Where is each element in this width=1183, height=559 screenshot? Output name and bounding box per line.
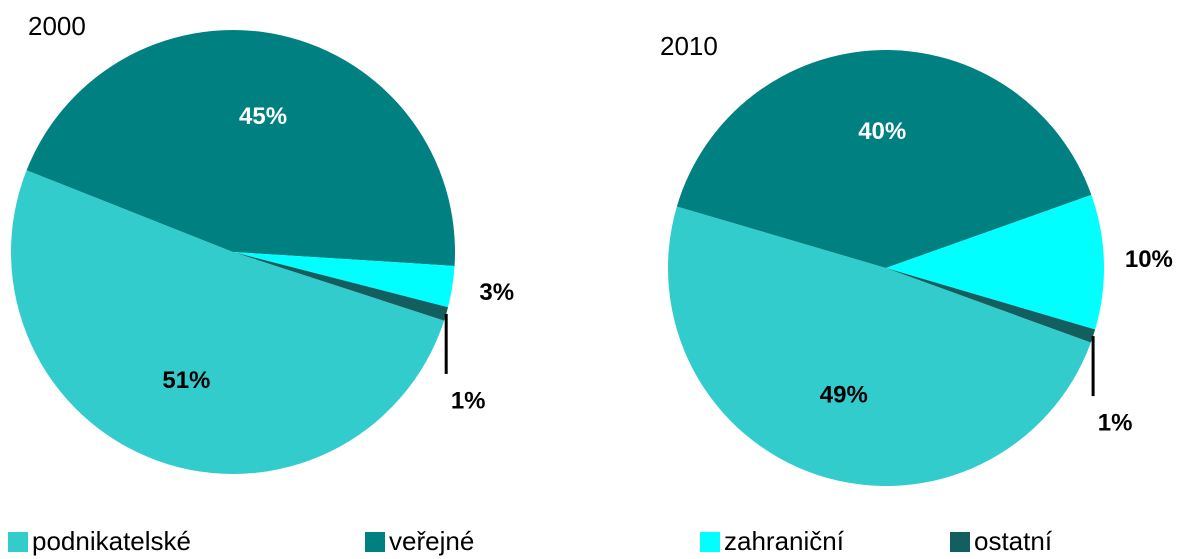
legend-swatch: [8, 532, 28, 552]
legend-label: veřejné: [389, 526, 474, 556]
pie-slice: [11, 170, 445, 474]
legend-swatch: [950, 532, 970, 552]
data-label: 3%: [479, 279, 514, 306]
legend-swatch: [700, 532, 720, 552]
pie-slice: [26, 30, 455, 266]
chart-title: 2000: [28, 11, 86, 41]
data-label: 10%: [1125, 246, 1173, 273]
pie-slice: [667, 206, 1091, 487]
data-label: 1%: [451, 387, 486, 414]
data-label: 45%: [239, 103, 287, 130]
legend-label: zahraniční: [724, 526, 845, 556]
legend-label: ostatní: [974, 526, 1053, 556]
data-label: 1%: [1098, 409, 1133, 436]
chart-title: 2010: [660, 31, 718, 61]
legend-swatch: [365, 532, 385, 552]
pie-slice: [886, 268, 1096, 343]
pie-slice: [676, 50, 1092, 269]
pie-slice: [233, 252, 455, 308]
data-label: 51%: [162, 367, 210, 394]
pie-slice: [886, 194, 1105, 330]
data-label: 49%: [820, 382, 868, 409]
data-label: 40%: [858, 118, 906, 145]
pie-slice: [233, 252, 449, 321]
legend-label: podnikatelské: [32, 526, 191, 556]
